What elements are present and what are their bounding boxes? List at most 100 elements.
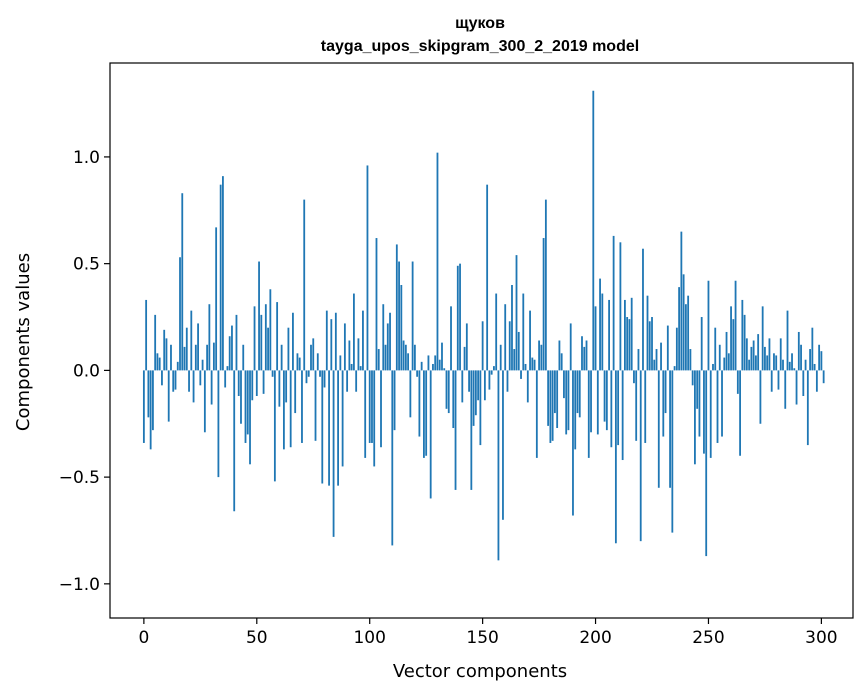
bar-131	[438, 359, 441, 371]
bar-106	[382, 304, 385, 371]
bar-40	[233, 370, 236, 512]
bar-134	[445, 370, 448, 409]
bar-171	[529, 310, 531, 371]
bar-184	[558, 340, 561, 371]
bar-278	[770, 370, 773, 392]
y-tick-label: −1.0	[59, 575, 100, 595]
bar-220	[639, 370, 642, 542]
bar-233	[669, 370, 671, 488]
bar-264	[739, 370, 741, 456]
bar-132	[441, 342, 443, 371]
bar-148	[477, 370, 480, 401]
bar-280	[775, 355, 778, 371]
bar-225	[651, 317, 653, 371]
bar-126	[427, 355, 430, 371]
bar-20	[188, 370, 190, 392]
bar-168	[522, 293, 525, 371]
bar-74	[310, 344, 312, 371]
bar-28	[206, 344, 209, 371]
bar-243	[691, 370, 694, 386]
bar-206	[608, 299, 610, 371]
bar-231	[664, 370, 667, 414]
bar-84	[332, 370, 335, 537]
bar-205	[605, 370, 608, 431]
bar-284	[784, 370, 787, 409]
bar-221	[642, 248, 644, 371]
bar-29	[208, 304, 211, 371]
bar-179	[547, 370, 550, 426]
bar-17	[181, 193, 184, 371]
bar-124	[423, 370, 425, 458]
bar-82	[328, 370, 330, 486]
bar-288	[793, 368, 796, 371]
bar-56	[269, 289, 272, 371]
bar-14	[174, 370, 177, 390]
bar-114	[400, 285, 403, 371]
bar-255	[718, 344, 721, 371]
bar-301	[822, 370, 825, 384]
bar-236	[675, 327, 678, 371]
bar-197	[587, 370, 590, 458]
bar-36	[224, 370, 227, 388]
bar-115	[402, 340, 405, 371]
bar-10	[165, 338, 168, 371]
bar-159	[502, 370, 504, 520]
bar-175	[538, 340, 540, 371]
bar-73	[307, 370, 310, 377]
chart-title: щуков	[455, 15, 505, 32]
bar-63	[285, 370, 288, 403]
bar-98	[364, 370, 367, 458]
bar-86	[337, 370, 339, 486]
bar-149	[479, 370, 482, 446]
bar-285	[786, 310, 789, 371]
bar-191	[574, 370, 577, 450]
bar-64	[287, 327, 290, 371]
bar-65	[289, 370, 292, 448]
bar-177	[542, 238, 545, 371]
x-tick-label: 200	[579, 628, 611, 648]
bar-267	[745, 338, 748, 371]
x-tick-label: 100	[353, 628, 385, 648]
bar-286	[788, 361, 791, 371]
bar-238	[680, 231, 683, 371]
bar-41	[235, 314, 238, 371]
bar-265	[741, 299, 744, 371]
bar-61	[280, 344, 283, 371]
bar-263	[736, 370, 739, 394]
bar-239	[682, 274, 685, 371]
bar-219	[637, 349, 640, 371]
bar-3	[149, 370, 152, 450]
x-tick-label: 50	[246, 628, 268, 648]
bar-200	[594, 306, 597, 371]
bar-274	[761, 306, 764, 371]
bar-253	[714, 327, 717, 371]
bar-249	[705, 370, 708, 557]
bar-137	[452, 370, 455, 429]
bar-271	[754, 355, 757, 371]
bar-252	[712, 363, 714, 371]
bar-222	[644, 370, 647, 443]
bar-240	[684, 304, 687, 371]
bar-92	[350, 363, 353, 371]
bar-42	[237, 370, 240, 396]
bar-70	[301, 370, 303, 443]
bar-199	[592, 90, 595, 371]
bar-144	[468, 370, 470, 392]
bar-207	[610, 370, 613, 448]
bar-94	[355, 370, 358, 392]
bar-127	[429, 370, 432, 499]
bar-120	[413, 344, 416, 371]
bar-295	[809, 349, 811, 371]
bar-78	[319, 370, 321, 377]
bar-59	[276, 302, 279, 371]
bar-193	[578, 370, 581, 418]
bar-107	[384, 344, 387, 371]
bar-5	[154, 314, 157, 371]
bar-79	[321, 370, 324, 484]
bar-218	[635, 370, 638, 441]
bar-37	[226, 366, 229, 371]
bar-293	[804, 359, 807, 371]
bar-242	[689, 349, 692, 371]
bar-16	[179, 257, 181, 371]
